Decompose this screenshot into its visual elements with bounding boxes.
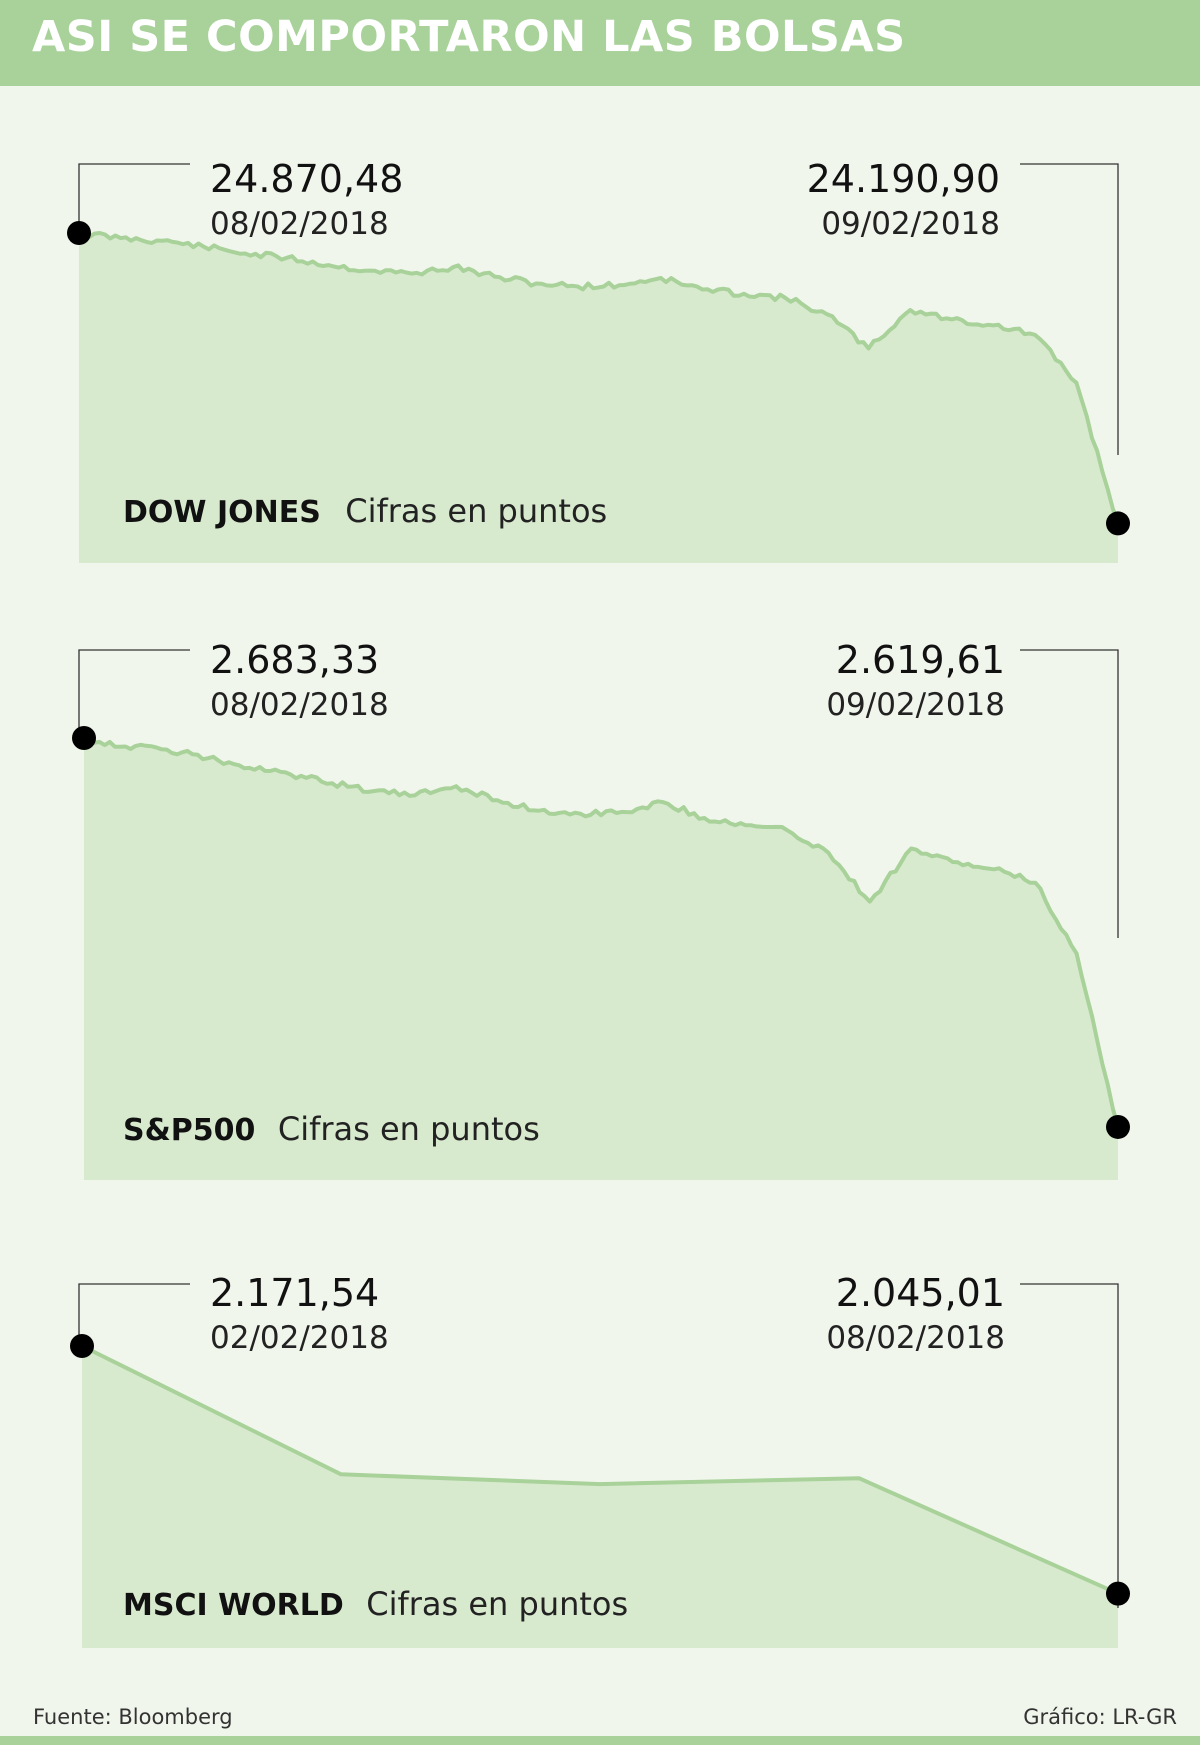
msci-world-end-leader xyxy=(1020,1283,1119,1608)
dow-jones-start-leader xyxy=(78,163,190,233)
msci-world-start-marker xyxy=(70,1334,94,1358)
msci-world-chart: 2.171,54 02/02/2018 2.045,01 08/02/2018 … xyxy=(70,1271,1130,1648)
dow-jones-label: DOW JONES Cifras en puntos xyxy=(123,492,607,530)
sp500-unit: Cifras en puntos xyxy=(278,1110,540,1148)
dow-jones-chart: 24.870,48 08/02/2018 24.190,90 09/02/201… xyxy=(67,157,1130,563)
msci-world-end-marker xyxy=(1106,1581,1130,1606)
header-bar: ASI SE COMPORTARON LAS BOLSAS xyxy=(0,0,1200,86)
sp500-label: S&P500 Cifras en puntos xyxy=(123,1110,540,1148)
graphic-credit: Gráfico: LR-GR xyxy=(1023,1705,1177,1729)
sp500-end-value: 2.619,61 xyxy=(836,638,1005,682)
dow-jones-end-value: 24.190,90 xyxy=(807,157,1000,201)
sp500-start-date: 08/02/2018 xyxy=(210,687,389,723)
dow-jones-start-value: 24.870,48 xyxy=(210,157,403,201)
msci-world-name: MSCI WORLD xyxy=(123,1588,344,1623)
dow-jones-end-date: 09/02/2018 xyxy=(821,206,1000,242)
sp500-start-marker xyxy=(72,726,96,750)
dow-jones-start-marker xyxy=(67,221,91,245)
sp500-area xyxy=(84,738,1118,1180)
msci-world-start-leader xyxy=(78,1283,190,1346)
msci-world-unit: Cifras en puntos xyxy=(366,1585,628,1623)
sp500-end-marker xyxy=(1106,1114,1130,1139)
msci-world-area xyxy=(82,1346,1118,1648)
dow-jones-name: DOW JONES xyxy=(123,495,321,530)
dow-jones-end-marker xyxy=(1106,511,1130,536)
msci-world-end-value: 2.045,01 xyxy=(836,1271,1005,1315)
sp500-end-leader xyxy=(1020,649,1119,938)
dow-jones-start-date: 08/02/2018 xyxy=(210,206,389,242)
dow-jones-line xyxy=(78,231,1120,525)
sp500-name: S&P500 xyxy=(123,1113,255,1148)
dow-jones-unit: Cifras en puntos xyxy=(345,492,607,530)
dow-jones-end-leader xyxy=(1020,163,1119,455)
sp500-line xyxy=(83,736,1120,1128)
sp500-start-leader xyxy=(78,649,190,738)
dow-jones-area xyxy=(79,233,1118,563)
page-title: ASI SE COMPORTARON LAS BOLSAS xyxy=(32,12,906,62)
sp500-start-value: 2.683,33 xyxy=(210,638,379,682)
msci-world-label: MSCI WORLD Cifras en puntos xyxy=(123,1585,628,1623)
source-note: Fuente: Bloomberg xyxy=(33,1705,233,1729)
msci-world-end-date: 08/02/2018 xyxy=(826,1320,1005,1356)
sp500-chart: 2.683,33 08/02/2018 2.619,61 09/02/2018 … xyxy=(72,638,1130,1180)
msci-world-line xyxy=(81,1344,1119,1596)
msci-world-start-date: 02/02/2018 xyxy=(210,1320,389,1356)
bottom-bar xyxy=(0,1736,1200,1745)
msci-world-start-value: 2.171,54 xyxy=(210,1271,379,1315)
sp500-end-date: 09/02/2018 xyxy=(826,687,1005,723)
